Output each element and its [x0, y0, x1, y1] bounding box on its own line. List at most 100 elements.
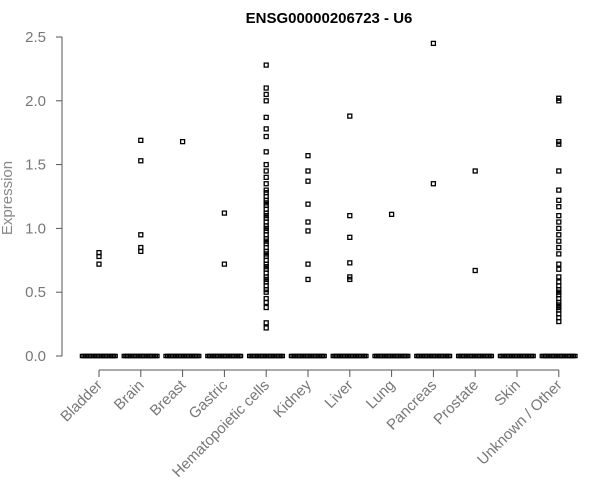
data-point: [96, 261, 102, 267]
data-point: [179, 138, 186, 145]
data-point: [556, 232, 562, 238]
y-tick-label: 0.5: [25, 284, 46, 301]
y-tick-label: 2.5: [25, 29, 46, 46]
data-point: [556, 261, 562, 267]
data-point: [347, 274, 353, 280]
category-points: [372, 211, 411, 359]
data-point: [556, 219, 562, 225]
data-point: [430, 181, 437, 187]
data-point: [263, 62, 269, 68]
data-point: [263, 85, 269, 91]
data-point: [138, 232, 144, 238]
data-point: [263, 320, 269, 326]
data-point: [388, 211, 395, 218]
category-points: [455, 168, 495, 359]
data-point: [556, 238, 562, 244]
data-point: [347, 234, 353, 240]
y-tick-label: 2.0: [25, 93, 46, 110]
category-points: [246, 62, 286, 359]
x-tick-label: Liver: [322, 377, 357, 412]
data-point: [305, 219, 311, 225]
data-point: [221, 261, 228, 267]
x-tick-label: Bladder: [57, 377, 106, 426]
data-point: [305, 201, 311, 207]
data-point: [347, 113, 353, 119]
data-point: [556, 251, 562, 257]
data-point: [472, 168, 478, 174]
data-points: [79, 40, 578, 359]
data-point: [96, 249, 102, 256]
category-points: [79, 249, 118, 359]
data-point: [263, 325, 269, 331]
y-tick-label: 1.0: [25, 220, 46, 237]
zero-point: [322, 353, 327, 359]
category-points: [330, 113, 369, 359]
data-point: [556, 197, 562, 203]
category-points: [205, 210, 244, 359]
data-point: [263, 181, 269, 187]
y-tick-label: 0.0: [25, 348, 46, 365]
data-point: [263, 91, 269, 98]
data-point: [347, 212, 353, 219]
data-point: [556, 187, 562, 193]
zero-point: [280, 353, 286, 359]
zero-point: [155, 353, 160, 359]
x-tick-label: Brain: [111, 377, 148, 414]
data-point: [556, 204, 562, 210]
zero-point: [405, 353, 411, 359]
data-point: [472, 267, 478, 274]
data-point: [305, 168, 311, 174]
zero-point: [364, 353, 369, 359]
x-tick-label: Kidney: [270, 376, 315, 421]
data-point: [556, 138, 562, 145]
data-point: [305, 228, 311, 234]
category-points: [288, 153, 327, 359]
zero-point: [196, 353, 202, 359]
data-point: [556, 212, 562, 219]
data-point: [263, 295, 269, 302]
data-point: [556, 244, 562, 251]
category-points: [414, 40, 453, 359]
x-tick-label: Skin: [491, 377, 524, 410]
zero-point: [531, 353, 536, 359]
data-point: [305, 178, 311, 184]
zero-point: [573, 353, 578, 359]
data-point: [138, 137, 144, 144]
data-point: [263, 149, 269, 155]
data-point: [263, 174, 269, 181]
data-point: [556, 266, 562, 272]
data-point: [221, 210, 228, 216]
data-point: [263, 126, 269, 132]
data-point: [556, 168, 562, 174]
data-point: [347, 260, 353, 266]
data-point: [556, 225, 562, 232]
data-point: [556, 274, 562, 280]
zero-point: [238, 353, 244, 359]
data-point: [138, 158, 144, 164]
zero-point: [447, 353, 453, 359]
data-point: [305, 261, 311, 267]
data-point: [263, 98, 269, 104]
x-tick-label: Prostate: [430, 377, 482, 429]
category-points: [163, 138, 202, 359]
data-point: [556, 95, 562, 101]
zero-point: [113, 353, 118, 359]
data-point: [430, 40, 437, 47]
data-point: [263, 168, 269, 174]
data-point: [263, 161, 269, 168]
zero-point: [489, 353, 495, 359]
data-point: [305, 276, 311, 283]
category-points: [539, 95, 578, 359]
data-point: [556, 279, 562, 285]
chart-title: ENSG00000206723 - U6: [246, 10, 413, 27]
category-points: [497, 353, 536, 359]
y-axis: 0.0 0.5 1.0 1.5 2.0 2.5: [25, 29, 63, 365]
data-point: [263, 133, 269, 140]
data-point: [263, 187, 269, 193]
category-points: [121, 137, 160, 359]
y-tick-label: 1.5: [25, 157, 46, 174]
x-tick-label: Lung: [363, 377, 399, 413]
